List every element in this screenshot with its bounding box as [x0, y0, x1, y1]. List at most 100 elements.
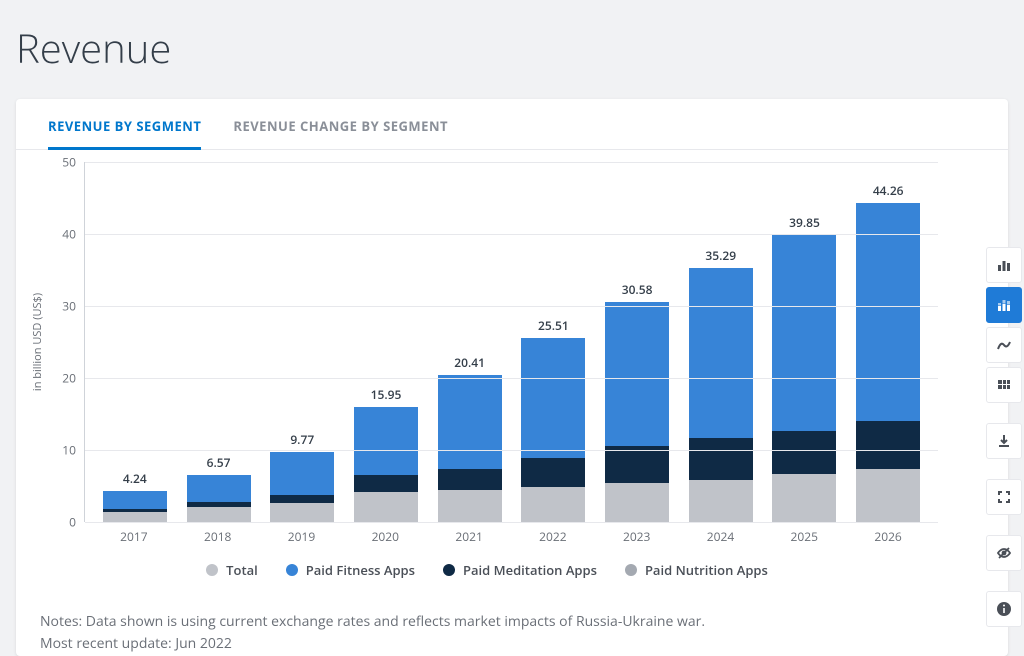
segment-paid-meditation-apps — [521, 458, 585, 487]
gridline — [85, 234, 938, 235]
tabs: REVENUE BY SEGMENTREVENUE CHANGE BY SEGM… — [16, 99, 1008, 150]
y-tick: 0 — [69, 514, 76, 531]
line-chart-icon[interactable] — [986, 327, 1022, 363]
legend-label: Total — [226, 561, 258, 579]
segment-total — [605, 483, 669, 522]
segment-total — [772, 474, 836, 522]
y-tick: 50 — [62, 154, 76, 171]
segment-paid-meditation-apps — [689, 438, 753, 480]
y-axis-label: in billion USD (US$) — [30, 293, 45, 391]
tab-0[interactable]: REVENUE BY SEGMENT — [32, 99, 217, 149]
bar-stack — [103, 491, 167, 522]
notes-line: Notes: Data shown is using current excha… — [40, 611, 984, 633]
bar-chart-icon[interactable] — [986, 247, 1022, 283]
bar-total-label: 39.85 — [789, 214, 820, 231]
bar-stack — [605, 302, 669, 522]
bar-stack — [438, 375, 502, 522]
bar-total-label: 30.58 — [622, 281, 653, 298]
bar-stack — [354, 407, 418, 522]
segment-total — [856, 469, 920, 522]
bar-total-label: 9.77 — [290, 431, 314, 448]
segment-paid-fitness-apps — [856, 203, 920, 421]
segment-paid-fitness-apps — [521, 338, 585, 457]
legend-item[interactable]: Total — [206, 561, 258, 579]
bar-total-label: 15.95 — [371, 386, 402, 403]
x-tick: 2024 — [679, 528, 763, 545]
legend-swatch — [443, 564, 455, 576]
x-tick: 2025 — [762, 528, 846, 545]
bar-2017[interactable]: 4.24 — [93, 162, 177, 522]
gridline — [85, 378, 938, 379]
legend-swatch — [206, 564, 218, 576]
bar-stack — [187, 475, 251, 522]
segment-paid-meditation-apps — [856, 421, 920, 469]
x-tick: 2019 — [260, 528, 344, 545]
chart-area: in billion USD (US$) 0 10 20 30 40 50 4.24 6.5… — [16, 150, 1008, 595]
segment-paid-meditation-apps — [605, 446, 669, 483]
page-title: Revenue — [16, 20, 1008, 75]
x-tick: 2018 — [176, 528, 260, 545]
plot: 4.24 6.57 9.77 15.95 20.41 25.51 30.58 35.29 39.… — [84, 162, 938, 522]
segment-paid-fitness-apps — [605, 302, 669, 447]
bar-stack — [270, 452, 334, 522]
hide-icon[interactable] — [986, 535, 1022, 571]
segment-total — [103, 512, 167, 522]
bar-total-label: 6.57 — [207, 454, 231, 471]
bar-2026[interactable]: 44.26 — [846, 162, 930, 522]
tab-1[interactable]: REVENUE CHANGE BY SEGMENT — [217, 99, 464, 149]
bar-total-label: 44.26 — [873, 182, 904, 199]
segment-paid-fitness-apps — [270, 452, 334, 496]
y-tick: 30 — [62, 298, 76, 315]
bar-2025[interactable]: 39.85 — [763, 162, 847, 522]
x-tick: 2022 — [511, 528, 595, 545]
bar-2023[interactable]: 30.58 — [595, 162, 679, 522]
download-icon[interactable] — [986, 423, 1022, 459]
legend-label: Paid Nutrition Apps — [645, 561, 768, 579]
segment-paid-fitness-apps — [438, 375, 502, 469]
bar-2018[interactable]: 6.57 — [177, 162, 261, 522]
bar-2024[interactable]: 35.29 — [679, 162, 763, 522]
legend-label: Paid Meditation Apps — [463, 561, 597, 579]
y-tick: 20 — [62, 370, 76, 387]
segment-paid-meditation-apps — [438, 469, 502, 490]
fullscreen-icon[interactable] — [986, 479, 1022, 515]
x-tick: 2026 — [846, 528, 930, 545]
segment-paid-fitness-apps — [103, 491, 167, 509]
segment-paid-meditation-apps — [772, 431, 836, 475]
y-tick: 10 — [62, 442, 76, 459]
gridline — [85, 306, 938, 307]
notes-line: Most recent update: Jun 2022 — [40, 633, 984, 655]
table-icon[interactable] — [986, 367, 1022, 403]
segment-total — [354, 492, 418, 522]
bar-stack — [521, 338, 585, 522]
legend-swatch — [286, 564, 298, 576]
bar-2022[interactable]: 25.51 — [512, 162, 596, 522]
y-axis: in billion USD (US$) 01020304050 — [36, 162, 84, 522]
chart-toolbar — [986, 247, 1022, 627]
bar-2020[interactable]: 15.95 — [344, 162, 428, 522]
legend-item[interactable]: Paid Meditation Apps — [443, 561, 597, 579]
bar-total-label: 35.29 — [705, 247, 736, 264]
legend-label: Paid Fitness Apps — [306, 561, 415, 579]
x-tick: 2017 — [92, 528, 176, 545]
gridline — [85, 450, 938, 451]
stacked-bar-icon[interactable] — [986, 287, 1022, 323]
segment-paid-meditation-apps — [354, 475, 418, 492]
bar-2021[interactable]: 20.41 — [428, 162, 512, 522]
bar-total-label: 20.41 — [454, 354, 485, 371]
y-tick: 40 — [62, 226, 76, 243]
x-axis: 2017201820192020202120222023202420252026 — [84, 522, 938, 545]
x-tick: 2023 — [595, 528, 679, 545]
legend: Total Paid Fitness Apps Paid Meditation Ap… — [36, 545, 938, 587]
segment-paid-fitness-apps — [772, 235, 836, 430]
segment-total — [521, 487, 585, 522]
x-tick: 2020 — [343, 528, 427, 545]
segment-paid-fitness-apps — [187, 475, 251, 503]
segment-paid-fitness-apps — [354, 407, 418, 475]
legend-item[interactable]: Paid Nutrition Apps — [625, 561, 768, 579]
legend-swatch — [625, 564, 637, 576]
bar-2019[interactable]: 9.77 — [260, 162, 344, 522]
info-icon[interactable] — [986, 591, 1022, 627]
legend-item[interactable]: Paid Fitness Apps — [286, 561, 415, 579]
segment-total — [438, 490, 502, 522]
